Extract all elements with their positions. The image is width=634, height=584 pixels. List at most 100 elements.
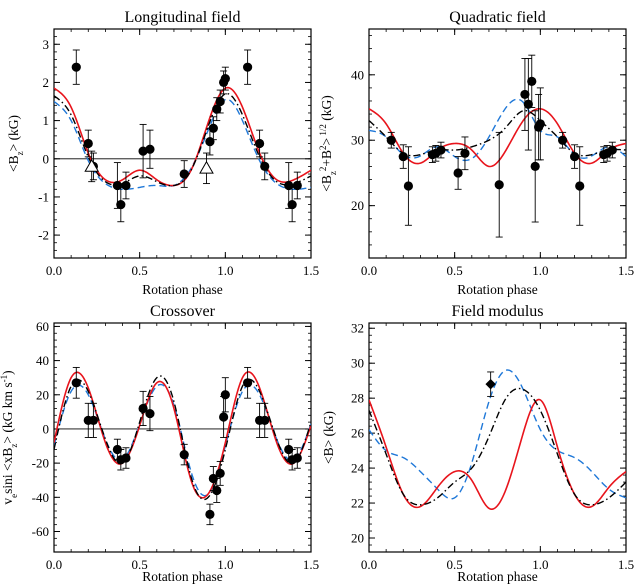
y-tick-label: 22	[351, 496, 364, 511]
panel-quadratic-title: Quadratic field	[449, 9, 545, 26]
marker-circle	[215, 468, 225, 478]
marker-circle	[535, 119, 545, 129]
y-tick-label: 40	[351, 67, 364, 82]
panel-modulus-xlabel: Rotation phase	[457, 569, 538, 584]
marker-circle	[83, 138, 93, 149]
data-point	[575, 146, 585, 226]
x-tick-label: 0.0	[361, 557, 377, 572]
red-model-curve	[369, 107, 626, 168]
marker-circle	[138, 403, 148, 414]
data-point	[212, 478, 222, 503]
marker-diamond	[485, 378, 496, 390]
marker-circle	[523, 99, 533, 109]
marker-circle	[243, 378, 253, 388]
x-tick-label: 1.0	[217, 263, 233, 278]
data-point	[205, 503, 215, 526]
panel-quadratic-ticks: 0.0 0.5 1.0 1.5 20 30 40	[351, 29, 634, 278]
data-point	[179, 443, 189, 466]
data-point	[179, 160, 189, 188]
marker-circle	[145, 144, 155, 154]
marker-circle	[494, 180, 504, 190]
x-tick-label: 0.5	[132, 263, 148, 278]
marker-circle	[292, 180, 302, 191]
x-tick-label: 0.5	[447, 263, 463, 278]
data-point	[398, 144, 408, 169]
x-tick-label: 1.0	[532, 557, 548, 572]
data-point	[292, 447, 302, 469]
data-point	[485, 371, 496, 397]
y-tick-label: 28	[351, 391, 364, 406]
data-point	[220, 377, 230, 413]
marker-circle	[243, 62, 253, 72]
data-point	[219, 396, 229, 438]
panel-quadratic-field: Quadratic field Rotation phase <Bz2+B2> …	[318, 9, 634, 297]
marker-circle	[530, 161, 540, 171]
y-tick-label: 1	[43, 113, 50, 128]
panel-crossover-title: Crossover	[150, 303, 216, 320]
panel-modulus-title: Field modulus	[451, 303, 543, 320]
data-point	[523, 57, 533, 151]
y-tick-label: -40	[32, 490, 49, 505]
data-point	[215, 460, 225, 486]
y-tick-label: 20	[36, 387, 49, 402]
marker-circle	[386, 135, 396, 145]
panel-quadratic-ylabel: <Bz2+B2> 1/2 (kG)	[318, 95, 338, 192]
x-tick-label: 0.0	[361, 263, 377, 278]
y-tick-label: -2	[38, 228, 49, 243]
panel-crossover-ticks: 0.0 0.5 1.0 1.5 -60 -40 -20 0 20 40 60	[32, 319, 319, 572]
marker-circle	[212, 104, 222, 114]
data-point	[520, 57, 530, 131]
marker-circle	[220, 74, 230, 84]
red-model-curve	[369, 398, 626, 510]
marker-circle	[121, 453, 131, 463]
x-tick-label: 1.0	[532, 263, 548, 278]
x-tick-label: 1.5	[618, 263, 634, 278]
data-point	[243, 49, 253, 85]
marker-circle	[215, 96, 225, 107]
x-tick-label: 0.5	[447, 557, 463, 572]
y-tick-label: 30	[351, 133, 364, 148]
panel-quadratic-frame	[368, 28, 627, 259]
panel-crossover-plot	[54, 366, 311, 526]
panel-longitudinal-plot	[54, 49, 311, 223]
data-point	[558, 131, 568, 149]
panel-longitudinal-ticks: 0.0 0.5 1.0 1.5 -2 -1 0 1 2 3	[38, 29, 319, 278]
data-point	[535, 87, 545, 161]
x-tick-label: 1.0	[217, 557, 233, 572]
data-point	[260, 152, 270, 181]
marker-circle	[403, 181, 414, 191]
data-point	[199, 152, 214, 185]
data-point	[145, 129, 155, 169]
marker-circle	[205, 509, 215, 520]
x-tick-label: 0.0	[46, 263, 62, 278]
data-point	[116, 186, 126, 223]
data-point	[570, 144, 580, 169]
marker-circle	[460, 148, 470, 158]
data-point	[121, 447, 131, 469]
data-point	[494, 131, 504, 238]
panel-longitudinal-ylabel: <Bz> (kG)	[6, 115, 25, 172]
panel-quadratic-plot	[369, 54, 626, 238]
marker-circle	[220, 390, 230, 400]
y-tick-label: 20	[351, 198, 364, 213]
marker-circle	[212, 485, 222, 496]
marker-circle	[527, 76, 537, 86]
panel-longitudinal-field: Longitudinal field Rotation phase <Bz> (…	[6, 9, 319, 297]
marker-circle	[436, 145, 446, 155]
black-model-curve	[54, 375, 311, 501]
marker-circle	[607, 145, 617, 155]
data-point	[71, 366, 81, 399]
black-model-curve	[369, 387, 626, 506]
panel-modulus-plot	[369, 369, 626, 510]
marker-circle	[260, 415, 270, 426]
x-tick-label: 0.0	[46, 557, 62, 572]
marker-circle	[71, 62, 81, 72]
marker-circle	[179, 169, 189, 179]
marker-circle	[558, 135, 568, 145]
data-point	[121, 171, 131, 200]
data-point	[243, 366, 253, 399]
data-point	[453, 156, 463, 190]
y-tick-label: -60	[32, 524, 49, 539]
marker-circle	[255, 138, 265, 149]
panel-modulus-ylabel: <B> (kG)	[321, 411, 336, 464]
